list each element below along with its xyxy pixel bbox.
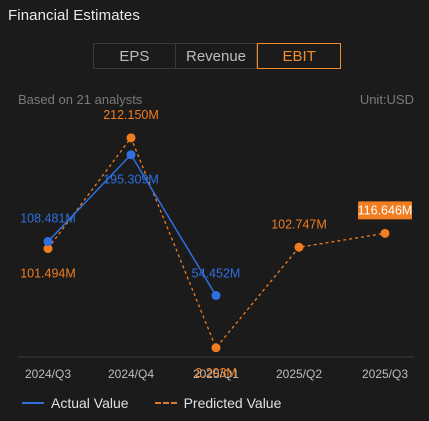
x-tick-label: 2025/Q3 [362, 367, 408, 381]
actual-point [211, 291, 221, 301]
actual-data-label: 195.309M [103, 173, 159, 187]
analyst-count: Based on 21 analysts [18, 92, 143, 107]
legend-predicted-label: Predicted Value [183, 395, 282, 411]
predicted-point [43, 244, 53, 254]
predicted-data-label: 2.203M [195, 366, 237, 380]
chart-legend: Actual Value Predicted Value [22, 395, 307, 411]
predicted-point [380, 228, 390, 238]
tab-revenue[interactable]: Revenue [176, 44, 258, 68]
tab-eps[interactable]: EPS [94, 44, 176, 68]
metric-tabs: EPS Revenue EBIT [93, 43, 341, 69]
predicted-point [211, 343, 221, 353]
actual-point [43, 237, 53, 247]
predicted-data-label: 212.150M [103, 108, 159, 122]
legend-predicted-swatch [154, 402, 177, 404]
legend-actual: Actual Value [22, 395, 129, 411]
predicted-point [294, 242, 304, 252]
x-tick-label: 2025/Q2 [276, 367, 322, 381]
predicted-data-label: 102.747M [271, 217, 327, 231]
panel-title: Financial Estimates [8, 7, 140, 24]
unit-label: Unit:USD [359, 92, 414, 107]
x-tick-label: 2025/Q1 [193, 367, 239, 381]
predicted-point [126, 133, 136, 143]
actual-data-label: 54.452M [192, 267, 241, 281]
legend-actual-label: Actual Value [51, 395, 129, 411]
x-tick-label: 2024/Q4 [108, 367, 154, 381]
actual-data-label: 108.481M [20, 212, 76, 226]
highlighted-label-badge [358, 201, 412, 220]
predicted-series-line [47, 136, 386, 350]
legend-predicted: Predicted Value [154, 395, 282, 411]
predicted-data-label: 101.494M [20, 267, 76, 281]
predicted-data-label-highlighted: 116.646M [358, 203, 413, 217]
tab-ebit[interactable]: EBIT [257, 43, 341, 69]
x-tick-label: 2024/Q3 [25, 367, 71, 381]
legend-actual-swatch [22, 402, 44, 404]
actual-point [126, 150, 136, 160]
